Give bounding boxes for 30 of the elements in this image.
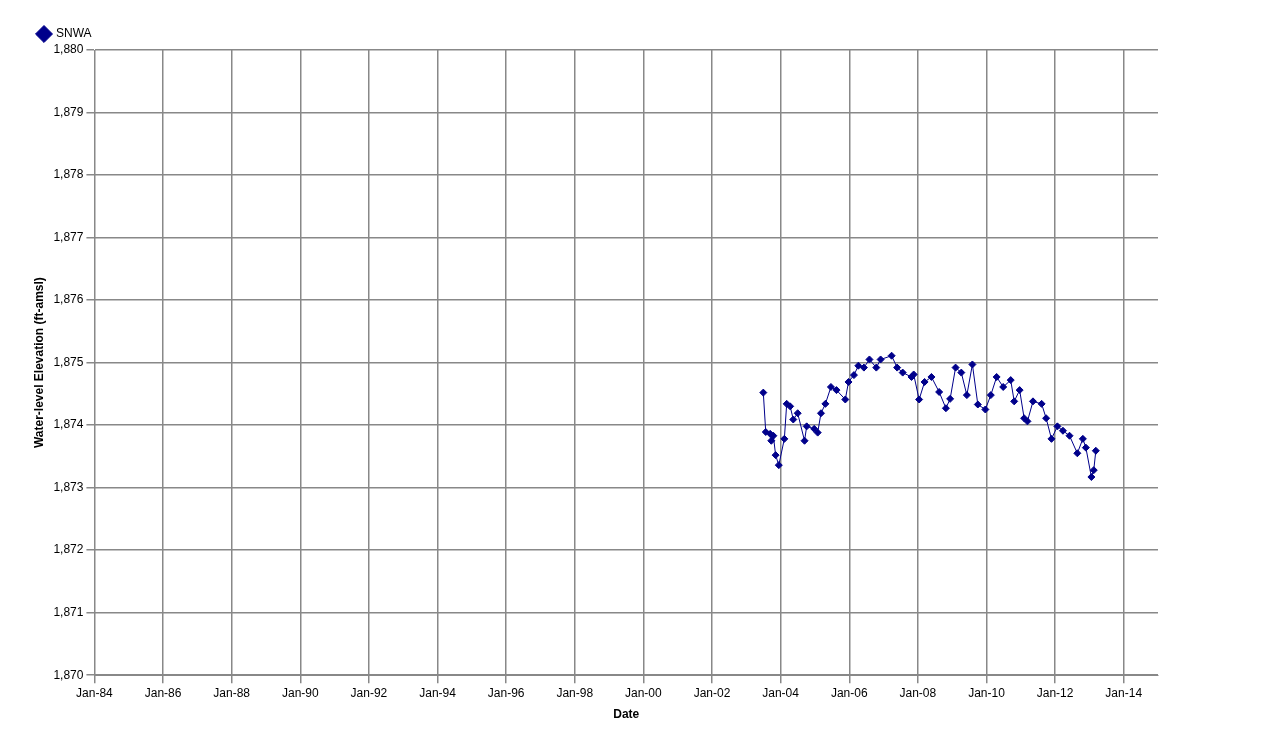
y-tick-label: 1,878 — [53, 167, 84, 182]
y-tick-label: 1,870 — [53, 667, 84, 682]
x-tick-label: Jan-90 — [281, 685, 319, 700]
x-tick-label: Jan-10 — [968, 685, 1006, 700]
y-tick-label: 1,871 — [53, 604, 84, 619]
y-tick-label: 1,879 — [53, 104, 84, 119]
x-tick-label: Jan-02 — [693, 685, 731, 700]
x-tick-label: Jan-04 — [762, 685, 800, 700]
x-tick-label: Jan-08 — [899, 685, 937, 700]
y-tick-label: 1,876 — [53, 292, 84, 307]
y-tick-label: 1,872 — [53, 542, 84, 557]
x-tick-label: Jan-84 — [76, 685, 114, 700]
x-tick-label: Jan-00 — [625, 685, 663, 700]
legend-label: SNWA — [56, 26, 92, 41]
y-tick-label: 1,880 — [53, 42, 84, 57]
x-tick-label: Jan-12 — [1036, 685, 1074, 700]
y-tick-label: 1,873 — [53, 479, 84, 494]
x-tick-label: Jan-06 — [830, 685, 868, 700]
x-tick-label: Jan-96 — [487, 685, 525, 700]
x-tick-label: Jan-94 — [419, 685, 457, 700]
x-tick-label: Jan-92 — [350, 685, 388, 700]
x-axis-title: Date — [613, 707, 640, 722]
x-tick-label: Jan-86 — [144, 685, 182, 700]
y-axis-title: Water-level Elevation (ft-amsl) — [31, 277, 46, 449]
y-tick-label: 1,874 — [53, 417, 84, 432]
y-tick-label: 1,877 — [53, 229, 84, 244]
x-tick-label: Jan-98 — [556, 685, 594, 700]
x-tick-label: Jan-14 — [1105, 685, 1143, 700]
x-tick-label: Jan-88 — [213, 685, 251, 700]
y-tick-label: 1,875 — [53, 354, 84, 369]
